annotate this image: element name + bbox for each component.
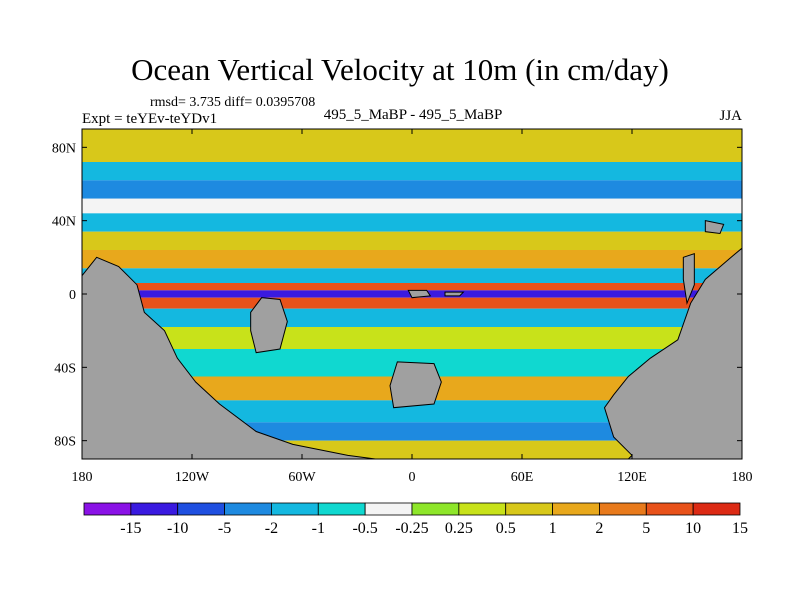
colorbar-label-0: -15	[120, 520, 141, 537]
colorbar-label-2: -5	[218, 520, 231, 537]
land-interior-island-a	[250, 297, 288, 354]
colorbar-label-13: 15	[732, 520, 748, 537]
colorbar-swatch-8	[458, 502, 507, 516]
colorbar-label-8: 0.5	[496, 520, 516, 537]
field-band-2	[82, 180, 742, 199]
field-band-0	[82, 129, 742, 162]
field-band-8	[82, 283, 742, 291]
land-west-continent	[82, 256, 376, 459]
colorbar-swatch-13	[692, 502, 741, 516]
x-tick-label-1: 120W	[175, 470, 210, 485]
colorbar-swatch-4	[271, 502, 319, 516]
land-mask	[82, 220, 742, 459]
colorbar-label-6: -0.25	[395, 520, 428, 537]
colorbar-swatch-6	[364, 502, 413, 516]
experiment-label: Expt = teYEv-teYDv1	[82, 111, 218, 127]
colorbar-swatch-10	[552, 502, 600, 516]
season-label: JJA	[719, 108, 742, 124]
colorbar-label-1: -10	[167, 520, 188, 537]
y-tick-label-0: 80N	[52, 141, 76, 156]
field-band-7	[82, 268, 742, 283]
x-tick-label-2: 60W	[288, 470, 316, 485]
land-small-island-ne	[682, 252, 695, 306]
field-band-5	[82, 231, 742, 250]
colorbar-label-3: -2	[265, 520, 278, 537]
field-band-15	[82, 400, 742, 423]
colorbar-label-5: -0.5	[352, 520, 377, 537]
field-band-3	[82, 198, 742, 214]
colorbar-label-10: 2	[595, 520, 603, 537]
case-label: 495_5_MaBP - 495_5_MaBP	[323, 107, 503, 123]
land-small-island-far-ne	[704, 220, 725, 235]
colorbar-label-12: 10	[685, 520, 701, 537]
land-equatorial-island-a	[407, 289, 432, 299]
axes: 180 120W 60W 0 60E 120E 180 80N 40N 0 40S 80S	[52, 129, 753, 485]
colorbar-label-4: -1	[312, 520, 325, 537]
colorbar-swatch-12	[645, 502, 694, 516]
x-tick-label-4: 60E	[511, 470, 534, 485]
land-interior-island-b	[389, 361, 442, 409]
field-band-6	[82, 250, 742, 269]
colorbar-swatch-3	[224, 502, 272, 516]
y-tick-label-3: 40S	[54, 361, 76, 376]
field-band-12	[82, 327, 742, 349]
x-tick-label-0: 180	[72, 470, 93, 485]
colorbar-swatch-11	[599, 502, 647, 516]
colorbar-swatch-0	[83, 502, 132, 516]
x-tick-label-5: 120E	[617, 470, 647, 485]
colorbar-label-9: 1	[549, 520, 557, 537]
colorbar-swatch-5	[317, 502, 366, 516]
chart-title: Ocean Vertical Velocity at 10m (in cm/da…	[131, 52, 669, 87]
x-tick-label-3: 0	[409, 470, 416, 485]
y-tick-label-4: 80S	[54, 435, 76, 450]
field-band-10	[82, 297, 742, 309]
field-band-4	[82, 213, 742, 232]
colorbar: -15 -10 -5 -2 -1 -0.5 -0.25 0.25 0.5 1 2 5 10 15	[83, 502, 748, 537]
colorbar-swatch-1	[130, 502, 179, 516]
field-band-1	[82, 162, 742, 181]
y-tick-label-2: 0	[69, 288, 76, 303]
colorbar-label-7: 0.25	[445, 520, 473, 537]
colorbar-swatch-9	[505, 502, 553, 516]
x-tick-label-6: 180	[732, 470, 753, 485]
y-tick-label-1: 40N	[52, 215, 76, 230]
colorbar-swatch-2	[177, 502, 225, 516]
stats-label: rmsd= 3.735 diff= 0.0395708	[150, 95, 316, 110]
colorbar-swatch-7	[411, 502, 460, 516]
colorbar-label-11: 5	[642, 520, 650, 537]
land-east-continent	[603, 247, 742, 459]
field-band-11	[82, 308, 742, 327]
land-equatorial-island-b	[444, 291, 465, 297]
